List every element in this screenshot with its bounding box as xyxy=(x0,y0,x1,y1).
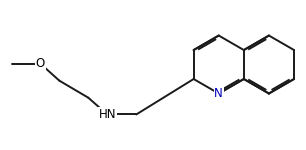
Text: HN: HN xyxy=(99,108,116,121)
Text: O: O xyxy=(36,57,45,70)
Text: N: N xyxy=(214,87,223,100)
